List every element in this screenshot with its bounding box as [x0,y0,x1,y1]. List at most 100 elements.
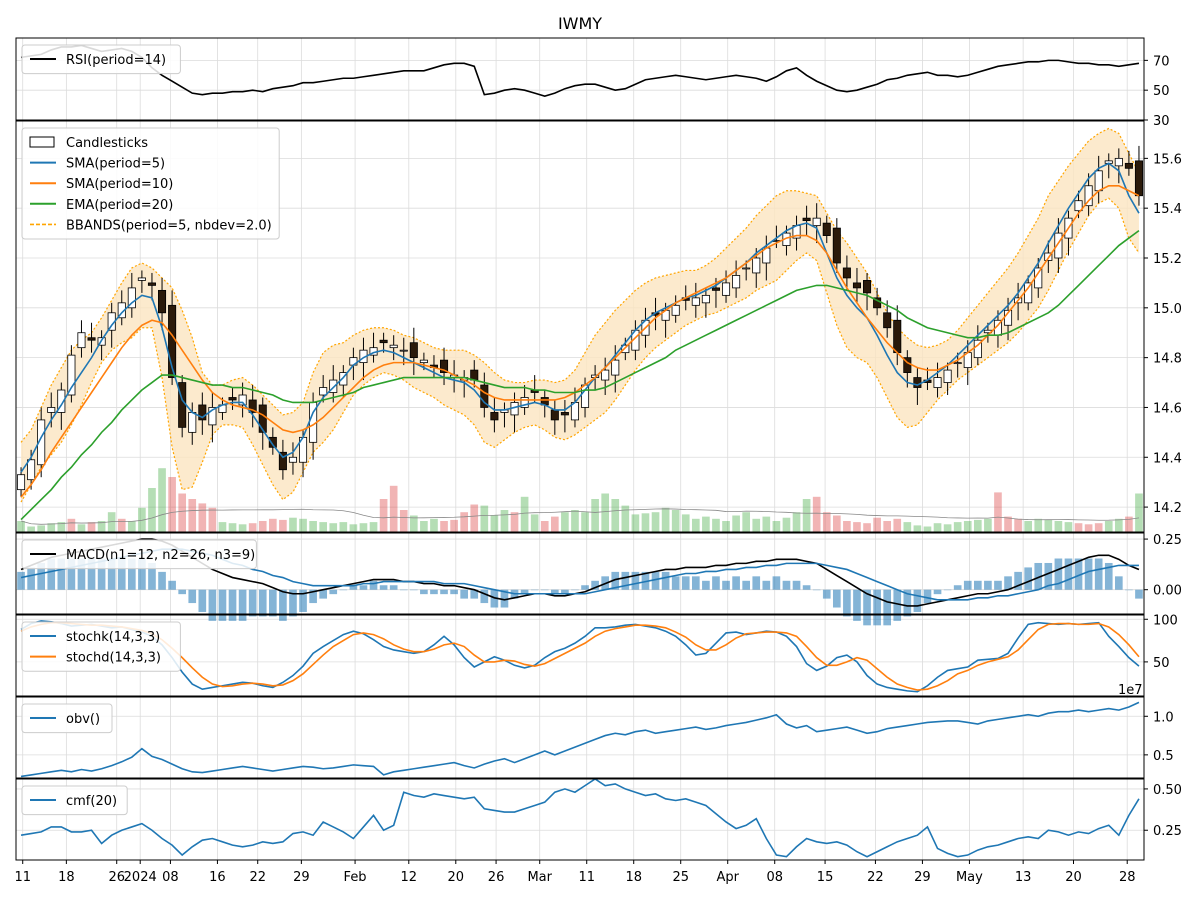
candle-body-25 [268,436,277,448]
candle-body-69 [711,287,720,291]
ytick-label-macd-0: 0.00 [1153,584,1182,599]
volume-bar-88 [903,522,912,532]
macd-hist-111 [1135,589,1143,599]
candle-body-50 [520,397,529,408]
legend-box-stoch [21,621,181,672]
cmf-series-0 [20,778,1140,858]
volume-bar-67 [691,518,700,532]
xtick-label-7: 29 [293,870,310,885]
volume-bar-101 [1034,518,1043,532]
macd-hist-108 [1104,562,1113,590]
volume-bar-30 [319,522,328,532]
volume-bar-23 [248,523,257,532]
macd-hist-46 [480,589,489,604]
volume-bar-4 [57,522,66,532]
macd-hist-27 [289,589,297,617]
macd-hist-53 [550,589,559,595]
volume-bar-105 [1074,523,1083,532]
volume-bar-3 [47,523,56,532]
candle-body-107 [1094,170,1103,192]
macd-hist-104 [1064,558,1073,590]
legend-label-price-3: EMA(period=20) [66,198,173,213]
macd-hist-38 [399,589,408,591]
macd-hist-14 [158,571,166,590]
candle-body-11 [127,287,136,309]
candle-body-45 [470,369,479,381]
macd-hist-40 [420,589,428,595]
candle-body-65 [671,304,680,316]
macd-hist-106 [1084,558,1093,590]
candle-body-1 [27,459,36,481]
macd-hist-99 [1014,571,1022,590]
volume-bar-91 [933,523,942,532]
volume-bar-75 [772,521,781,532]
macd-hist-28 [299,589,307,612]
xtick-label-12: Mar [527,870,552,885]
volume-bar-45 [470,504,479,532]
macd-hist-17 [188,589,197,604]
volume-bar-46 [480,505,489,532]
ytick-label-cmf-1: 0.50 [1153,783,1182,798]
volume-bar-70 [722,521,730,532]
macd-hist-90 [923,589,932,604]
macd-hist-57 [591,580,599,590]
legend-box-macd [21,539,257,570]
ytick-label-stoch-1: 100 [1153,613,1178,628]
volume-bar-28 [299,518,307,532]
bbands-fill [21,128,1139,503]
macd-hist-37 [389,585,398,590]
volume-bar-48 [500,510,509,532]
legend-label-price-0: Candlesticks [66,136,148,151]
macd-hist-42 [440,589,448,595]
xtick-label-16: Apr [716,870,739,885]
volume-bar-2 [37,525,46,532]
volume-bar-16 [178,493,187,532]
macd-hist-74 [762,580,771,590]
sma10-line [20,184,1140,498]
macd-hist-109 [1114,576,1123,590]
macd-hist-31 [329,589,338,595]
volume-bar-41 [430,518,438,532]
candle-body-40 [419,359,428,364]
candle-body-39 [409,342,418,359]
volume-bar-6 [77,524,86,532]
macd-hist-25 [268,589,277,617]
volume-bar-93 [953,522,962,532]
legend-label-cmf-0: cmf(20) [66,794,117,809]
volume-bar-49 [510,512,519,532]
legend-label-price-1: SMA(period=5) [66,157,165,172]
macd-hist-6 [77,558,86,590]
macd-hist-9 [107,558,116,590]
macd-hist-19 [208,589,217,621]
macd-hist-70 [722,580,730,590]
volume-bar-25 [268,518,277,532]
macd-hist-84 [863,589,871,626]
xtick-label-11: 26 [488,870,505,885]
bbands-lower-line [20,197,1140,503]
macd-hist-39 [409,589,418,591]
volume-bar-43 [450,519,458,532]
macd-hist-23 [248,589,257,617]
volume-bar-106 [1084,524,1093,532]
macd-hist-100 [1024,567,1033,590]
candle-body-73 [752,257,761,274]
volume-bar-14 [158,468,166,532]
volume-bar-27 [289,517,297,532]
candle-body-91 [933,377,942,388]
candle-body-21 [228,397,237,401]
volume-bar-108 [1104,521,1113,532]
candle-body-32 [339,372,348,386]
macd-hist-54 [561,589,569,595]
xtick-label-17: 08 [766,870,783,885]
volume-bar-50 [520,496,529,532]
candle-body-0 [17,474,26,491]
volume-bar-72 [742,512,751,532]
macd-hist-83 [853,589,861,621]
volume-bar-84 [863,523,871,532]
macd-hist-59 [611,571,620,590]
volume-bar-55 [571,510,579,532]
macd-hist-44 [460,589,469,599]
candle-body-4 [57,389,66,413]
volume-bar-95 [973,519,982,532]
